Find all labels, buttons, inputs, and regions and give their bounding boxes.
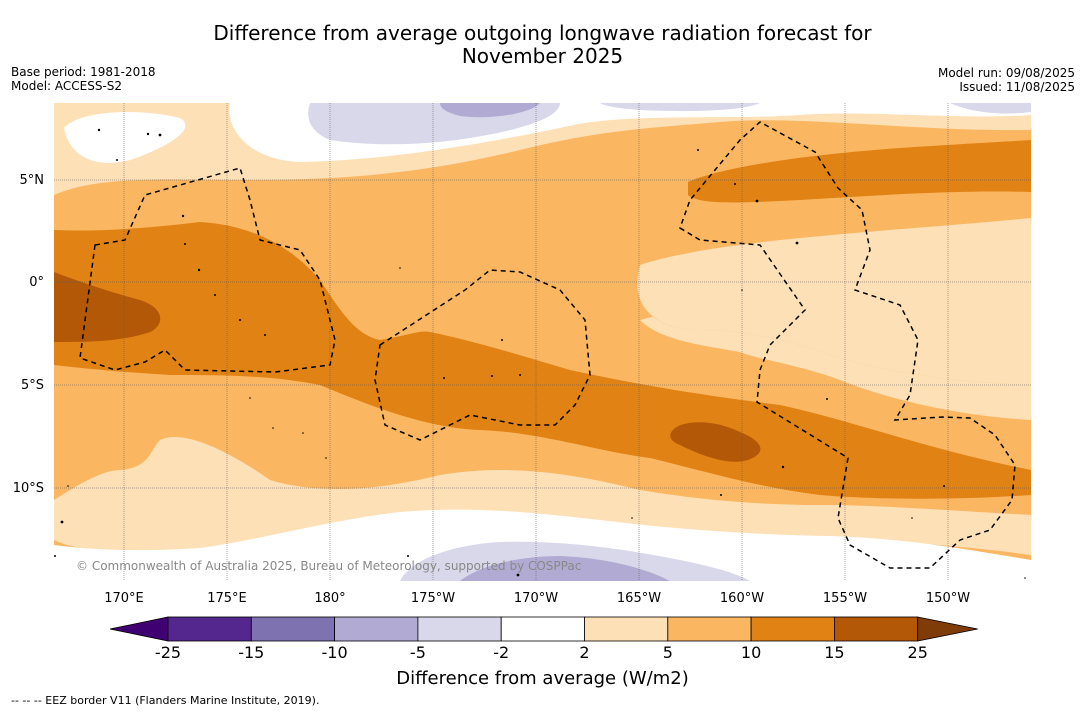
colorbar-segment xyxy=(584,616,669,642)
lon-label-155w: 155°W xyxy=(823,591,867,606)
colorbar-segment xyxy=(417,616,502,642)
model-run: Model run: 09/08/2025 xyxy=(937,66,1075,80)
lon-label-160w: 160°W xyxy=(720,591,764,606)
colorbar-tick-label: 2 xyxy=(579,643,590,662)
lon-label-150w: 150°W xyxy=(926,591,970,606)
field-neg5-10-north xyxy=(440,103,540,118)
colorbar-tick-label: -10 xyxy=(321,643,348,662)
lon-label-170e: 170°E xyxy=(104,591,144,606)
colorbar-extend-low xyxy=(109,616,169,642)
lon-label-180: 180° xyxy=(314,591,345,606)
model-name: Model: ACCESS-S2 xyxy=(11,79,123,93)
meta-left: Base period: 1981-2018 Model: ACCESS-S2 xyxy=(11,65,156,93)
lon-label-175w: 175°W xyxy=(411,591,455,606)
field-10-15-north xyxy=(688,140,1031,203)
lat-label-5n: 5°N xyxy=(20,173,45,188)
colorbar-tick-label: -25 xyxy=(154,643,182,662)
field-2-5-south xyxy=(54,436,1031,557)
colorbar-segment xyxy=(334,616,419,642)
field-15-25-west xyxy=(54,272,161,342)
lon-axis: 170°E 175°E 180° 175°W 170°W 165°W 160°W… xyxy=(104,591,970,606)
islands xyxy=(54,128,1026,579)
field-10-15-west xyxy=(54,222,1031,499)
eez-borders xyxy=(79,121,1016,569)
meta-right: Model run: 09/08/2025 Issued: 11/08/2025 xyxy=(938,66,1075,94)
lon-label-170w: 170°W xyxy=(514,591,558,606)
colorbar-tick-label: -15 xyxy=(238,643,265,662)
colorbar-tick-label: 15 xyxy=(824,643,845,662)
field-2-5-east-b xyxy=(637,218,1031,385)
lat-label-0: 0° xyxy=(29,275,44,290)
field-neutral-north xyxy=(64,103,1031,163)
title-line-2: November 2025 xyxy=(461,44,624,68)
colorbar-tick-label: 10 xyxy=(740,643,762,662)
map-title: Difference from average outgoing longwav… xyxy=(0,22,1085,68)
colorbar-segment xyxy=(250,616,336,642)
lon-label-175e: 175°E xyxy=(207,591,247,606)
colorbar-segment xyxy=(167,616,252,642)
colorbar-title: Difference from average (W/m2) xyxy=(396,668,689,689)
colorbar-segment xyxy=(834,616,919,642)
colorbar-segment xyxy=(750,616,835,642)
lat-label-5s: 5°S xyxy=(21,378,44,393)
colorbar xyxy=(109,616,978,642)
issued-date: Issued: 11/08/2025 xyxy=(959,80,1075,94)
colorbar-tick-label: 25 xyxy=(907,643,928,662)
lon-label-165w: 165°W xyxy=(617,591,661,606)
colorbar-tick-label: 5 xyxy=(662,643,673,662)
field-15-25-center xyxy=(670,422,761,462)
anomaly-field xyxy=(54,103,1031,581)
colorbar-tick-label: -5 xyxy=(409,643,426,662)
colorbar-tick-label: -2 xyxy=(493,643,510,662)
lat-label-10s: 10°S xyxy=(13,481,44,496)
base-period: Base period: 1981-2018 xyxy=(11,65,156,79)
colorbar-extend-high xyxy=(917,616,978,642)
eez-footnote: -- -- -- EEZ border V11 (Flanders Marine… xyxy=(11,694,320,707)
copyright-text: © Commonwealth of Australia 2025, Bureau… xyxy=(76,559,581,573)
gridlines xyxy=(54,103,1031,581)
title-line-1: Difference from average outgoing longwav… xyxy=(213,21,872,45)
colorbar-segment xyxy=(500,616,585,642)
colorbar-segment xyxy=(667,616,752,642)
lat-axis: 5°N 0° 5°S 10°S xyxy=(13,173,44,496)
field-neg5-10-south xyxy=(460,556,670,581)
